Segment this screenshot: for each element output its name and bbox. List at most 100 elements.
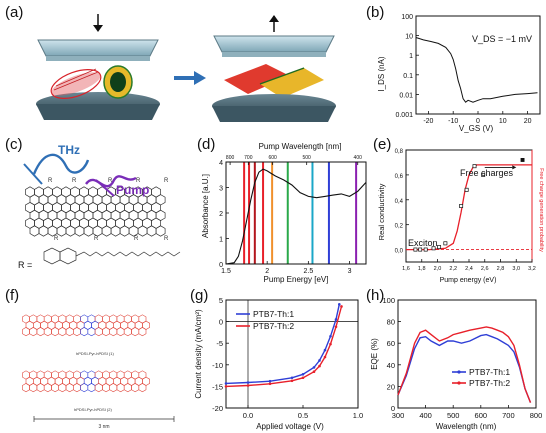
g-xlabel: Applied voltage (V) xyxy=(256,422,324,431)
b-xlabel: V_GS (V) xyxy=(459,124,494,133)
b-ytick-label: 0.1 xyxy=(403,73,413,80)
molecule-ring xyxy=(131,383,140,393)
g-series-point xyxy=(290,379,294,383)
e-xtick-label: 2,0 xyxy=(434,266,442,272)
g-series-point xyxy=(268,379,272,383)
molecule-ring xyxy=(29,327,38,337)
b-series-line xyxy=(415,37,538,103)
lattice-hexagon xyxy=(155,225,166,237)
d-plot-frame xyxy=(225,161,367,265)
g-series-point xyxy=(246,384,250,387)
red-cylinder-left xyxy=(50,68,102,99)
g-ytick-label: -20 xyxy=(212,404,223,413)
h-legend-marker xyxy=(457,381,461,385)
h-ytick-label: 40 xyxy=(387,361,395,370)
molecule-ring xyxy=(102,327,110,337)
h-xtick-label: 500 xyxy=(447,411,460,420)
molecule-ring xyxy=(65,383,74,393)
lattice-hexagon xyxy=(38,225,49,237)
svg-text:3 nm: 3 nm xyxy=(98,424,109,430)
molecule-ring xyxy=(43,383,52,393)
h-ytick-label: 20 xyxy=(387,382,395,391)
d-ytick-label: 0 xyxy=(219,262,223,269)
molecule-ring xyxy=(43,327,52,337)
pump-wave: Pump xyxy=(85,175,149,197)
svg-text:R: R xyxy=(108,178,113,184)
d-top-tick-label: 500 xyxy=(303,155,312,161)
g-ylabel: Current density (mA/cm²) xyxy=(194,309,203,399)
lattice-hexagon xyxy=(119,225,130,237)
e-data-point xyxy=(418,247,423,252)
d-ytick-label: 3 xyxy=(219,186,223,193)
molecule-ring xyxy=(51,327,60,337)
molecule-ring xyxy=(51,383,60,393)
e-annotation-exciton: Exciton xyxy=(408,238,438,248)
molecule-ring xyxy=(58,327,67,337)
r-substituent xyxy=(43,247,181,265)
graphene-nanoribbon xyxy=(25,186,166,237)
g-series-point xyxy=(340,305,343,308)
h-ylabel: EQE (%) xyxy=(370,338,379,370)
d-top-tick-label: 700 xyxy=(244,155,253,161)
molecule-2-caption: hPDSI-Pyr-hPDSI (2) xyxy=(74,407,112,412)
g-series-point xyxy=(323,355,327,359)
lattice-hexagon xyxy=(74,225,85,237)
d-top-tick-label: 600 xyxy=(268,155,277,161)
molecule-ring xyxy=(116,383,125,393)
molecule-ring xyxy=(58,383,67,393)
b-annotation: V_DS = −1 mV xyxy=(472,34,532,44)
r-labels: R R R R R R R R R xyxy=(48,178,169,242)
lattice-hexagon xyxy=(146,225,157,237)
h-legend-label: PTB7-Th:1 xyxy=(469,367,510,377)
panel-label-f: (f) xyxy=(5,287,20,304)
d-ytick-label: 2 xyxy=(219,211,223,218)
h-xtick-label: 600 xyxy=(475,411,488,420)
e-ytick-label: 0,4 xyxy=(395,199,404,205)
e-ylabel: Real conductivity xyxy=(377,183,386,240)
h-xlabel: Wavelength (nm) xyxy=(436,422,497,431)
g-ytick-label: -15 xyxy=(212,382,223,391)
g-ytick-label: 5 xyxy=(219,296,223,305)
e-xtick-label: 3,0 xyxy=(512,266,520,272)
b-ytick-label: 100 xyxy=(401,14,413,21)
lattice-hexagon xyxy=(29,225,40,237)
right-press-scene xyxy=(212,15,336,122)
molecule-ring xyxy=(94,327,103,337)
chart-e: 0,0 0,2 0,4 0,6 0,8 1,6 1,8 2,0 2,2 2,4 2,6 2,8 3,0 3… xyxy=(377,149,544,284)
d-top-tick-label: 800 xyxy=(226,155,235,161)
g-xtick-label: 0.5 xyxy=(298,411,308,420)
b-xtick-label: 0 xyxy=(476,118,480,125)
g-legend-label: PTB7-Th:2 xyxy=(253,321,294,331)
transition-arrow xyxy=(174,71,206,85)
g-series-point xyxy=(224,385,228,388)
molecule-ring xyxy=(138,327,147,337)
molecule-2 xyxy=(22,370,150,393)
molecule-ring xyxy=(22,327,30,337)
left-press-scene xyxy=(36,14,160,120)
lattice-hexagon xyxy=(101,225,112,237)
molecule-1 xyxy=(22,314,150,337)
panel-c-molecule: THz Pump R R R R R R R R R R = xyxy=(18,143,181,270)
lattice-hexagon xyxy=(92,225,103,237)
g-series-point xyxy=(290,376,294,380)
panel-label-c: (c) xyxy=(5,136,23,153)
lattice-hexagon xyxy=(47,225,58,237)
e-free-arrowhead xyxy=(512,165,517,170)
d-xtick-label: 2.5 xyxy=(303,268,313,275)
e-xtick-label: 1,6 xyxy=(402,266,410,272)
thz-wave: THz xyxy=(23,143,90,185)
molecule-ring xyxy=(80,327,89,337)
molecule-1-caption: hPDSI-Pyr-hPDSI (1) xyxy=(76,351,114,356)
e-data-point xyxy=(413,247,418,252)
h-ytick-label: 100 xyxy=(382,296,395,305)
panel-label-e: (e) xyxy=(373,136,392,153)
h-xtick-label: 800 xyxy=(530,411,543,420)
molecule-ring xyxy=(131,327,140,337)
panel-label-g: (g) xyxy=(190,287,209,304)
g-series-point xyxy=(268,382,272,386)
g-series-point xyxy=(329,342,332,346)
h-series-line xyxy=(397,333,532,403)
g-series-point xyxy=(334,325,338,329)
e-ytick-label: 0,8 xyxy=(395,149,404,155)
e-ylabel-right: Free charge generation probability xyxy=(538,168,544,252)
